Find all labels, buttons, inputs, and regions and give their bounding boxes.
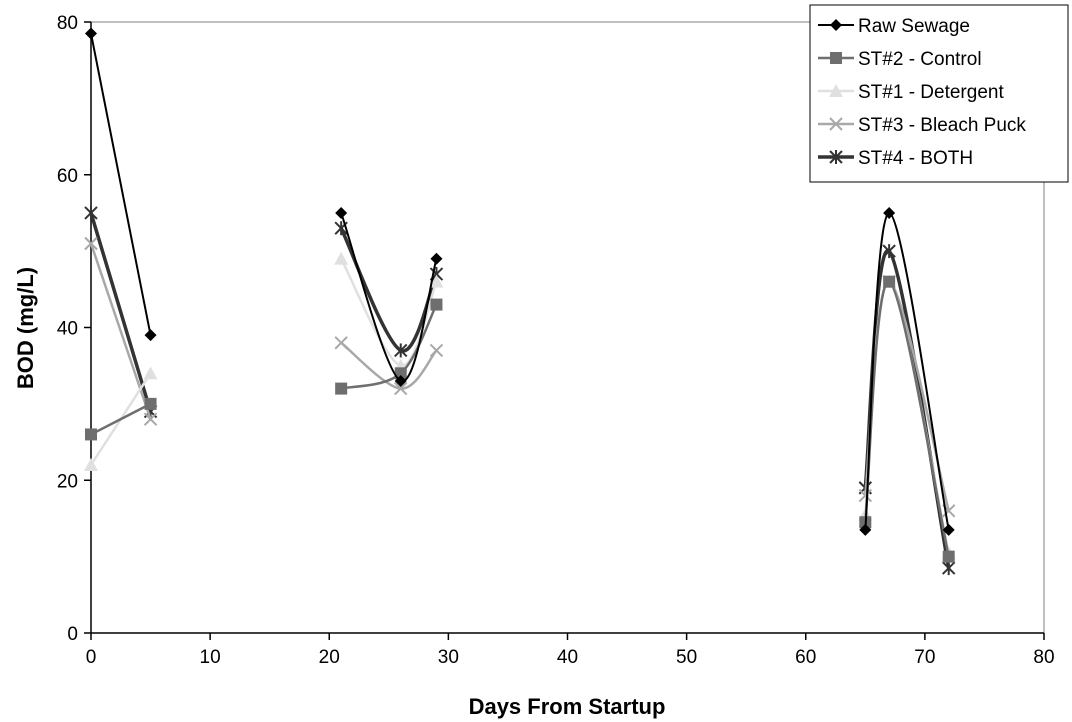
legend-label: ST#1 - Detergent bbox=[858, 82, 1004, 103]
data-point bbox=[84, 236, 98, 251]
legend-swatch-marker bbox=[830, 19, 842, 31]
x-tick-label: 70 bbox=[914, 647, 935, 668]
data-point bbox=[394, 367, 407, 380]
x-tick-label: 50 bbox=[676, 647, 697, 668]
series-diamond bbox=[85, 27, 955, 536]
data-point bbox=[394, 343, 408, 358]
data-point bbox=[883, 206, 896, 219]
x-tick-label: 0 bbox=[86, 647, 97, 668]
y-axis-title: BOD (mg/L) bbox=[13, 267, 38, 389]
axes: 0 10 20 30 40 50 60 70 80 0 20 40 60 80 bbox=[57, 13, 1055, 668]
data-point bbox=[430, 298, 443, 311]
data-point bbox=[941, 561, 956, 576]
data-point bbox=[882, 244, 896, 259]
legend-item: ST#1 - Detergent bbox=[818, 82, 1004, 103]
data-point bbox=[85, 428, 97, 441]
data-point bbox=[430, 252, 443, 265]
x-tick-label: 30 bbox=[438, 647, 459, 668]
data-point bbox=[85, 27, 97, 40]
data-point bbox=[335, 206, 348, 219]
data-point bbox=[334, 336, 348, 350]
data-point bbox=[429, 343, 444, 358]
x-tick-label: 40 bbox=[557, 647, 578, 668]
data-point bbox=[84, 457, 98, 471]
y-tick-label: 60 bbox=[57, 166, 78, 187]
y-tick-label: 0 bbox=[67, 624, 78, 645]
data-point bbox=[144, 329, 157, 342]
legend: Raw Sewage ST#2 - Control ST#1 - Detergent… bbox=[809, 4, 1069, 183]
legend-item: ST#4 - BOTH bbox=[818, 148, 973, 169]
y-tick-label: 40 bbox=[57, 319, 78, 340]
legend-box bbox=[809, 4, 1069, 183]
x-tick-label: 10 bbox=[200, 647, 221, 668]
data-point bbox=[143, 412, 158, 426]
legend-swatch-marker bbox=[829, 84, 843, 97]
data-point bbox=[429, 274, 444, 288]
series-line bbox=[89, 211, 153, 414]
data-point bbox=[143, 366, 158, 380]
data-point bbox=[144, 397, 157, 410]
data-point bbox=[335, 382, 348, 395]
legend-swatch-marker bbox=[830, 52, 842, 64]
series-line bbox=[90, 32, 152, 337]
x-tick-label: 60 bbox=[795, 647, 816, 668]
data-point bbox=[858, 488, 873, 503]
data-point bbox=[942, 523, 955, 536]
data-point bbox=[859, 523, 872, 536]
legend-label: ST#3 - Bleach Puck bbox=[858, 115, 1026, 136]
y-tick-label: 20 bbox=[57, 471, 78, 492]
legend-swatch-marker bbox=[829, 150, 843, 164]
legend-swatch-marker bbox=[829, 117, 843, 131]
legend-label: ST#2 - Control bbox=[858, 49, 982, 70]
x-tick-label: 20 bbox=[319, 647, 340, 668]
data-point bbox=[84, 205, 98, 220]
y-tick-label: 80 bbox=[57, 13, 78, 34]
data-point bbox=[883, 275, 896, 288]
legend-label: ST#4 - BOTH bbox=[858, 148, 973, 169]
x-tick-label: 80 bbox=[1033, 647, 1054, 668]
legend-item: ST#3 - Bleach Puck bbox=[818, 115, 1026, 136]
legend-item: ST#2 - Control bbox=[818, 49, 982, 70]
data-point bbox=[394, 374, 407, 387]
series-line bbox=[89, 402, 152, 436]
legend-item: Raw Sewage bbox=[818, 16, 970, 37]
series-layer bbox=[84, 27, 956, 576]
data-point bbox=[942, 550, 955, 563]
legend-label: Raw Sewage bbox=[858, 16, 970, 37]
x-axis-title: Days From Startup bbox=[469, 694, 666, 719]
data-point bbox=[334, 251, 349, 265]
data-point bbox=[394, 381, 408, 396]
